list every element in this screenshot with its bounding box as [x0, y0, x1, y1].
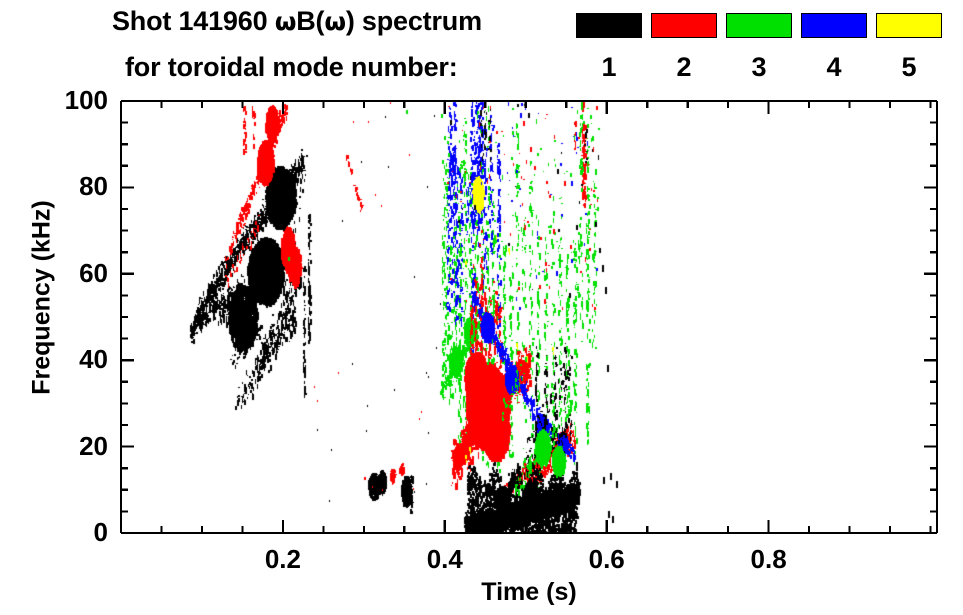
- legend-swatch-3: [726, 13, 792, 38]
- x-tick-label-0.6: 0.6: [588, 544, 625, 574]
- legend-item-4[interactable]: 4: [801, 0, 867, 90]
- omega-symbol-2: ω: [324, 7, 346, 36]
- legend-swatch-4: [801, 13, 867, 38]
- legend: 1 2 3 4 5: [0, 0, 963, 96]
- legend-item-3[interactable]: 3: [726, 0, 792, 90]
- figure-title-line1: Shot 141960 ωB(ω) spectrum: [112, 6, 482, 37]
- x-tick-label-0.4: 0.4: [426, 544, 463, 574]
- x-axis-label: Time (s): [481, 578, 577, 606]
- legend-item-2[interactable]: 2: [651, 0, 717, 90]
- title-mid: B(: [296, 6, 325, 36]
- legend-swatch-1: [576, 13, 642, 38]
- legend-label-3: 3: [751, 52, 767, 82]
- figure-header: Shot 141960 ωB(ω) spectrum for toroidal …: [0, 0, 963, 96]
- legend-swatch-2: [651, 13, 717, 38]
- legend-item-5[interactable]: 5: [876, 0, 942, 90]
- legend-label-2: 2: [676, 52, 692, 82]
- x-tick-label-0.8: 0.8: [750, 544, 787, 574]
- legend-swatch-5: [876, 13, 942, 38]
- figure-title-line2: for toroidal mode number:: [125, 52, 458, 82]
- x-tick-label-0.2: 0.2: [264, 544, 301, 574]
- y-tick-label-60: 60: [79, 257, 108, 288]
- title-prefix: Shot 141960: [112, 6, 275, 36]
- y-tick-label-20: 20: [79, 430, 108, 461]
- legend-item-1[interactable]: 1: [576, 0, 642, 90]
- y-tick-label-100: 100: [64, 85, 108, 115]
- legend-label-4: 4: [826, 52, 842, 82]
- spectrogram-canvas[interactable]: [121, 101, 937, 533]
- y-tick-label-0: 0: [93, 517, 108, 547]
- omega-symbol-1: ω: [274, 7, 297, 36]
- legend-label-1: 1: [601, 52, 617, 82]
- y-axis-label: Frequency (kHz): [27, 200, 56, 395]
- title-suffix: ) spectrum: [345, 6, 482, 36]
- y-tick-label-80: 80: [79, 171, 108, 202]
- y-tick-label-40: 40: [79, 344, 108, 375]
- legend-label-5: 5: [901, 52, 917, 82]
